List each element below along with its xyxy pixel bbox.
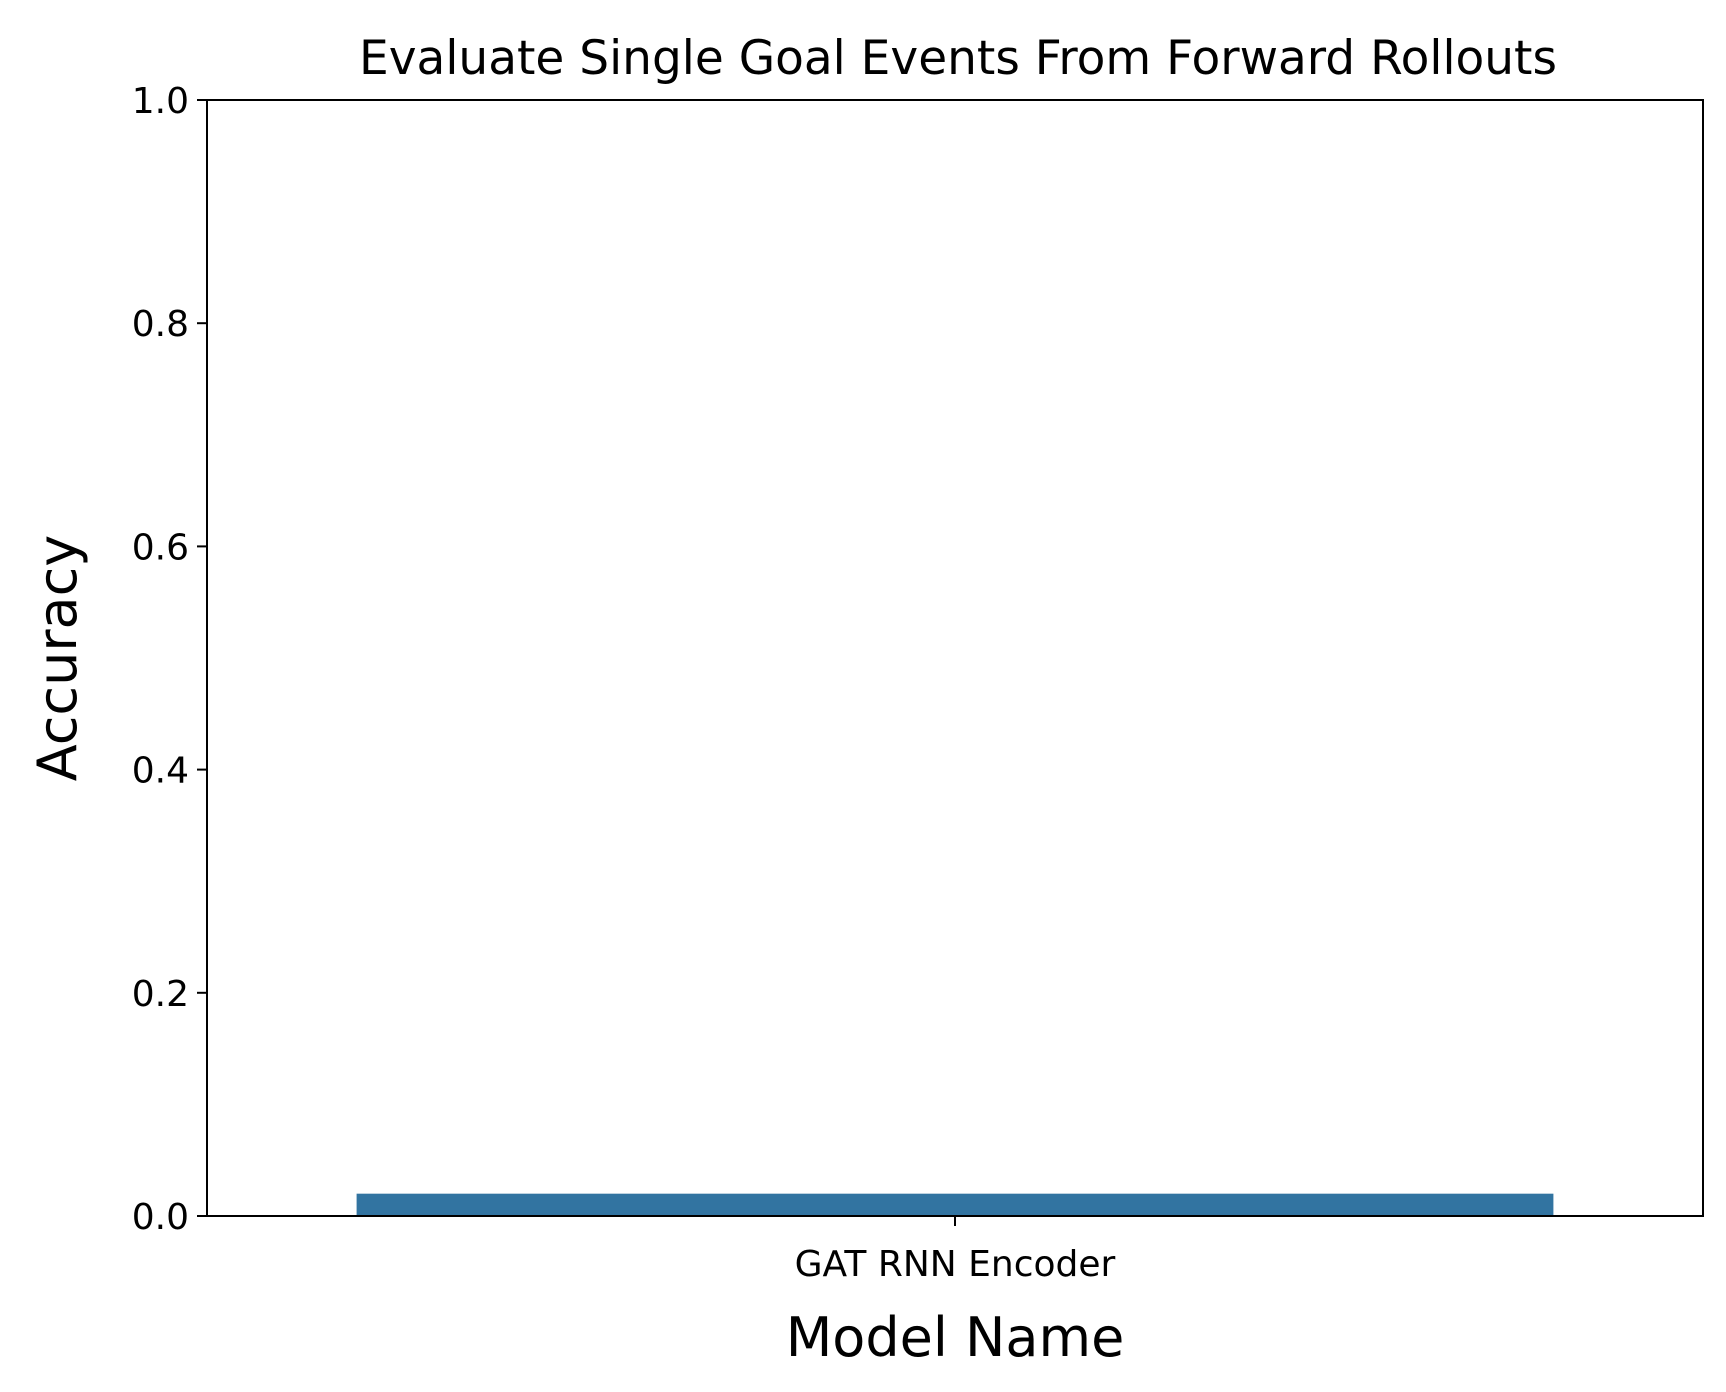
chart-title: Evaluate Single Goal Events From Forward… bbox=[359, 31, 1557, 86]
y-tick-label: 0.4 bbox=[132, 751, 189, 792]
x-tick-label: GAT RNN Encoder bbox=[795, 1244, 1116, 1285]
y-tick-label: 0.6 bbox=[132, 527, 189, 568]
plot-frame bbox=[206, 99, 1704, 1217]
y-tick-label: 0.2 bbox=[132, 974, 189, 1015]
bars-group bbox=[356, 1193, 1554, 1216]
y-tick-label: 1.0 bbox=[132, 81, 189, 122]
y-axis-label: Accuracy bbox=[26, 535, 89, 782]
bar bbox=[356, 1193, 1554, 1216]
x-axis: GAT RNN Encoder bbox=[795, 1216, 1116, 1285]
y-tick-label: 0.0 bbox=[132, 1197, 189, 1238]
x-axis-label: Model Name bbox=[786, 1306, 1125, 1369]
y-axis: 0.0 0.2 0.4 0.6 0.8 1.0 bbox=[132, 81, 207, 1238]
y-tick-label: 0.8 bbox=[132, 304, 189, 345]
